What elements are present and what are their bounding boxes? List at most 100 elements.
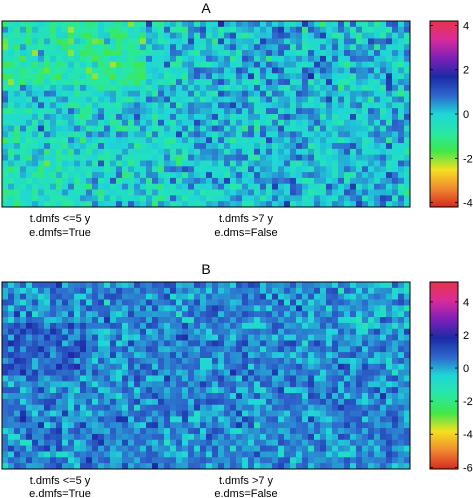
heatmap-cell xyxy=(356,90,363,97)
heatmap-cell xyxy=(182,346,189,353)
heatmap-cell xyxy=(20,322,27,330)
heatmap-cell xyxy=(332,137,339,144)
heatmap-cell xyxy=(176,311,183,318)
heatmap-cell xyxy=(146,334,153,341)
heatmap-cell xyxy=(62,381,69,388)
heatmap-cell xyxy=(332,428,339,435)
heatmap-cell xyxy=(362,433,369,441)
heatmap-cell xyxy=(188,328,195,335)
heatmap-cell xyxy=(68,322,75,330)
heatmap-cell xyxy=(164,38,171,45)
heatmap-cell xyxy=(20,73,27,80)
heatmap-cell xyxy=(14,195,21,202)
heatmap-cell xyxy=(92,189,99,196)
heatmap-cell xyxy=(26,282,33,289)
heatmap-cell xyxy=(332,457,339,464)
heatmap-cell xyxy=(266,154,273,161)
heatmap-cell xyxy=(278,84,285,92)
heatmap-cell xyxy=(302,154,309,161)
heatmap-cell xyxy=(290,90,297,97)
heatmap-cell xyxy=(80,311,87,318)
heatmap-cell xyxy=(56,393,63,400)
heatmap-cell xyxy=(140,334,147,341)
heatmap-cell xyxy=(152,375,159,382)
heatmap-cell xyxy=(392,299,399,306)
heatmap-cell xyxy=(338,398,345,406)
heatmap-cell xyxy=(110,55,117,63)
heatmap-cell xyxy=(272,143,279,150)
heatmap-cell xyxy=(218,38,225,45)
heatmap-cell xyxy=(356,422,363,429)
heatmap-cell xyxy=(182,172,189,179)
heatmap-cell xyxy=(284,287,291,295)
heatmap-cell xyxy=(164,183,171,190)
heatmap-cell xyxy=(128,322,135,330)
heatmap-cell xyxy=(302,55,309,63)
heatmap-cell xyxy=(374,137,381,144)
heatmap-cell xyxy=(284,84,291,92)
heatmap-cell xyxy=(80,393,87,400)
heatmap-cell xyxy=(326,369,333,376)
heatmap-cell xyxy=(8,311,15,318)
heatmap-cell xyxy=(2,32,9,39)
heatmap-cell xyxy=(314,433,321,441)
heatmap-cell xyxy=(164,32,171,39)
heatmap-cell xyxy=(50,50,57,57)
heatmap-cell xyxy=(188,393,195,400)
heatmap-cell xyxy=(272,172,279,179)
heatmap-cell xyxy=(254,50,261,57)
heatmap-cell xyxy=(188,125,195,132)
heatmap-cell xyxy=(152,172,159,179)
heatmap-cell xyxy=(56,293,63,300)
heatmap-cell xyxy=(38,195,45,202)
heatmap-cell xyxy=(296,445,303,452)
heatmap-cell xyxy=(146,410,153,417)
heatmap-cell xyxy=(38,305,45,312)
heatmap-cell xyxy=(338,363,345,371)
heatmap-cell xyxy=(314,201,321,208)
heatmap-cell xyxy=(218,363,225,371)
heatmap-cell xyxy=(50,369,57,376)
heatmap-cell xyxy=(62,428,69,435)
heatmap-cell xyxy=(380,21,387,28)
heatmap-cell xyxy=(314,79,321,86)
heatmap-cell xyxy=(266,108,273,115)
heatmap-cell xyxy=(98,21,105,28)
heatmap-cell xyxy=(80,90,87,97)
heatmap-cell xyxy=(206,21,213,28)
heatmap-cell xyxy=(62,375,69,382)
heatmap-cell xyxy=(188,67,195,74)
heatmap-cell xyxy=(68,166,75,173)
heatmap-cell xyxy=(302,381,309,388)
heatmap-cell xyxy=(320,463,327,470)
heatmap-cell xyxy=(152,143,159,150)
heatmap-cell xyxy=(2,96,9,103)
heatmap-cell xyxy=(242,61,249,68)
heatmap-cell xyxy=(38,369,45,376)
heatmap-cell xyxy=(218,463,225,470)
heatmap-cell xyxy=(392,305,399,312)
heatmap-cell xyxy=(188,96,195,103)
heatmap-cell xyxy=(74,61,81,68)
heatmap-cell xyxy=(212,387,219,394)
heatmap-cell xyxy=(50,363,57,371)
heatmap-cell xyxy=(266,363,273,371)
heatmap-cell xyxy=(152,201,159,208)
heatmap-cell xyxy=(266,73,273,80)
heatmap-cell xyxy=(104,410,111,417)
heatmap-cell xyxy=(92,143,99,150)
heatmap-cell xyxy=(182,195,189,202)
heatmap-cell xyxy=(212,21,219,28)
heatmap-cell xyxy=(92,299,99,306)
heatmap-cell xyxy=(68,189,75,196)
heatmap-cell xyxy=(158,328,165,335)
heatmap-cell xyxy=(344,55,351,63)
heatmap-cell xyxy=(230,160,237,167)
heatmap-cell xyxy=(386,293,393,300)
heatmap-cell xyxy=(392,148,399,156)
heatmap-cell xyxy=(158,55,165,63)
heatmap-cell xyxy=(140,102,147,109)
heatmap-cell xyxy=(74,311,81,318)
heatmap-cell xyxy=(32,183,39,190)
heatmap-cell xyxy=(2,363,9,371)
